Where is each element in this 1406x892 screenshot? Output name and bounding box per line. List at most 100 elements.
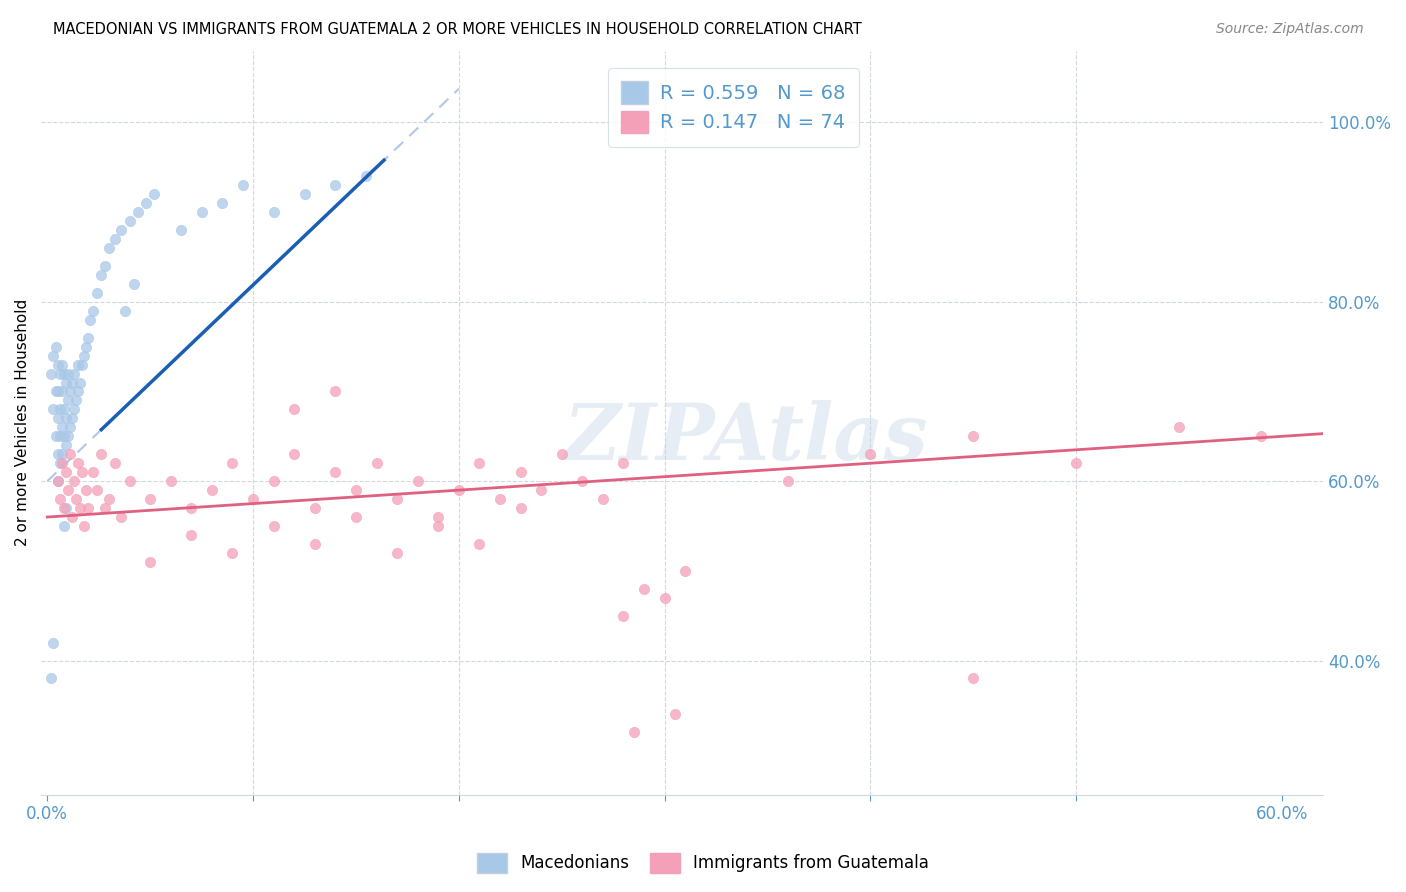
Point <box>73 349 96 363</box>
Point <box>98 241 121 255</box>
Point <box>509 501 531 516</box>
Point <box>65 393 87 408</box>
Point <box>294 187 316 202</box>
Point <box>48 429 70 443</box>
Point <box>612 456 634 470</box>
Point <box>72 465 94 479</box>
Point <box>962 672 984 686</box>
Point <box>51 447 73 461</box>
Point <box>59 447 82 461</box>
Point <box>118 474 141 488</box>
Point <box>673 564 696 578</box>
Point <box>143 187 166 202</box>
Point <box>52 501 75 516</box>
Point <box>354 169 377 184</box>
Point <box>46 384 69 399</box>
Point <box>122 277 145 291</box>
Point <box>263 519 285 533</box>
Point <box>55 438 77 452</box>
Legend: R = 0.559   N = 68, R = 0.147   N = 74: R = 0.559 N = 68, R = 0.147 N = 74 <box>607 68 859 147</box>
Point <box>52 367 75 381</box>
Point <box>592 492 614 507</box>
Point <box>98 492 121 507</box>
Point <box>79 312 101 326</box>
Point <box>44 340 66 354</box>
Point <box>110 510 132 524</box>
Point <box>94 501 117 516</box>
Point <box>55 411 77 425</box>
Point <box>190 205 212 219</box>
Point <box>72 358 94 372</box>
Point <box>41 672 63 686</box>
Point <box>46 411 69 425</box>
Point <box>48 367 70 381</box>
Point <box>1250 429 1272 443</box>
Point <box>104 232 127 246</box>
Point <box>52 519 75 533</box>
Point <box>859 447 882 461</box>
Point <box>344 483 367 497</box>
Point <box>114 303 136 318</box>
Point <box>73 519 96 533</box>
Point <box>48 456 70 470</box>
Text: ZIPAtlas: ZIPAtlas <box>564 400 928 476</box>
Point <box>325 384 347 399</box>
Point <box>468 456 491 470</box>
Point <box>427 519 450 533</box>
Point <box>48 492 70 507</box>
Point <box>65 492 87 507</box>
Point <box>170 223 193 237</box>
Point <box>90 268 112 282</box>
Point <box>211 196 233 211</box>
Point <box>325 178 347 193</box>
Point <box>90 447 112 461</box>
Point <box>69 501 91 516</box>
Point <box>283 402 305 417</box>
Point <box>385 492 408 507</box>
Point <box>385 546 408 560</box>
Point <box>52 402 75 417</box>
Point <box>778 474 800 488</box>
Point <box>59 384 82 399</box>
Point <box>56 367 79 381</box>
Point <box>571 474 593 488</box>
Point <box>623 725 645 739</box>
Point <box>468 537 491 551</box>
Point <box>82 303 104 318</box>
Point <box>304 501 326 516</box>
Point <box>48 402 70 417</box>
Point <box>69 376 91 390</box>
Point <box>44 384 66 399</box>
Y-axis label: 2 or more Vehicles in Household: 2 or more Vehicles in Household <box>15 299 30 547</box>
Point <box>51 456 73 470</box>
Point <box>139 555 162 569</box>
Text: MACEDONIAN VS IMMIGRANTS FROM GUATEMALA 2 OR MORE VEHICLES IN HOUSEHOLD CORRELAT: MACEDONIAN VS IMMIGRANTS FROM GUATEMALA … <box>53 22 862 37</box>
Point <box>654 591 676 605</box>
Point <box>135 196 157 211</box>
Point <box>962 429 984 443</box>
Point <box>56 393 79 408</box>
Point <box>86 285 108 300</box>
Point <box>489 492 512 507</box>
Point <box>232 178 254 193</box>
Point <box>46 447 69 461</box>
Point <box>221 546 243 560</box>
Point <box>530 483 553 497</box>
Point <box>82 465 104 479</box>
Point <box>110 223 132 237</box>
Point <box>263 474 285 488</box>
Point <box>46 358 69 372</box>
Point <box>51 358 73 372</box>
Point <box>75 483 97 497</box>
Point <box>325 465 347 479</box>
Point <box>159 474 181 488</box>
Point <box>283 447 305 461</box>
Point <box>104 456 127 470</box>
Point <box>55 376 77 390</box>
Point <box>1064 456 1087 470</box>
Point <box>1168 420 1191 434</box>
Point <box>201 483 224 497</box>
Point <box>633 582 655 596</box>
Point <box>77 331 100 345</box>
Point <box>55 501 77 516</box>
